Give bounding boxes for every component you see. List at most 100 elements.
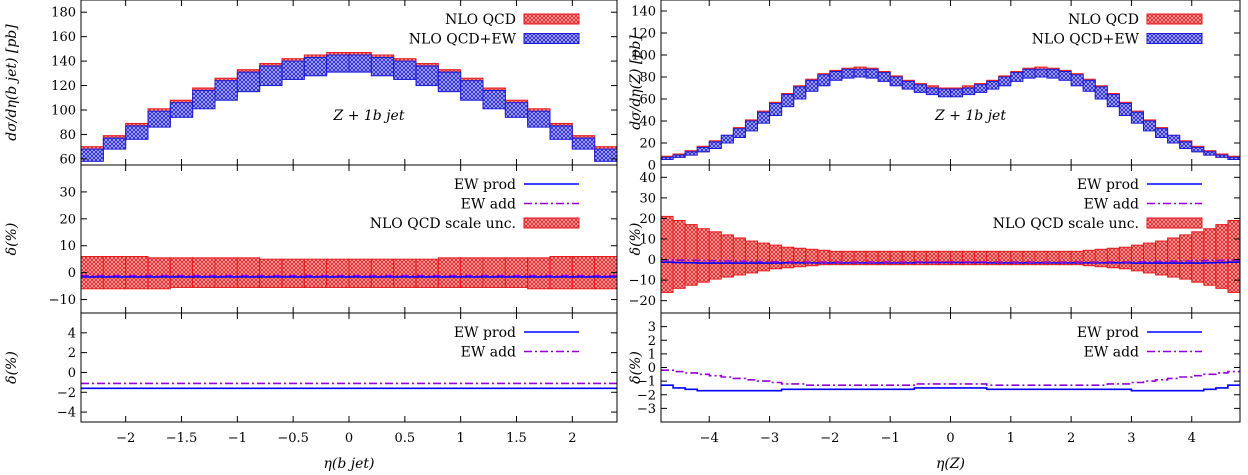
- band-bin: [1179, 234, 1193, 280]
- y-tick-label: 40: [639, 171, 656, 186]
- band-bin: [672, 220, 686, 289]
- band-bin: [303, 258, 328, 288]
- band-bin: [1118, 246, 1132, 270]
- band-bin: [1046, 68, 1060, 79]
- y-axis-label: dσ/dη(b jet) [pb]: [4, 24, 20, 141]
- band-bin: [744, 120, 758, 132]
- y-axis-label: δ(%): [4, 351, 20, 384]
- band-bin: [370, 258, 395, 288]
- y-tick-label: 20: [639, 137, 656, 152]
- band-bin: [393, 258, 417, 288]
- band-bin: [672, 154, 686, 158]
- series-ew-prod: [661, 384, 1240, 392]
- band-bin: [684, 151, 698, 156]
- y-tick-label: −2: [57, 386, 76, 401]
- band-bin: [1118, 102, 1132, 117]
- band-bin: [901, 80, 915, 90]
- band-bin: [1167, 237, 1181, 278]
- y-tick-label: 60: [639, 93, 656, 108]
- legend-label: NLO QCD: [445, 12, 516, 28]
- band-bin: [504, 257, 529, 288]
- series-nlo-qcd-scale-unc-: [81, 255, 617, 290]
- y-tick-label: 2: [68, 346, 76, 361]
- band-bin: [720, 134, 734, 144]
- y-tick-label: −10: [49, 293, 76, 308]
- band-bin: [1106, 247, 1120, 269]
- band-bin: [1155, 240, 1169, 276]
- x-tick-label: 1.5: [506, 431, 527, 446]
- y-tick-label: 0: [648, 159, 656, 174]
- band-bin: [1203, 151, 1217, 156]
- legend-label: NLO QCD scale unc.: [993, 216, 1139, 232]
- band-bin: [1215, 224, 1229, 289]
- band-bin: [393, 60, 417, 80]
- band-bin: [1143, 120, 1157, 132]
- x-tick-label: −2: [820, 431, 839, 446]
- legend-key: [523, 33, 580, 44]
- legend-label: EW add: [1084, 345, 1139, 361]
- band-bin: [793, 247, 807, 268]
- band-bin: [793, 86, 807, 100]
- x-tick-label: −0.5: [277, 431, 309, 446]
- band-bin: [1215, 154, 1229, 158]
- y-axis-label: dσ/dη(Z) [pb]: [628, 35, 644, 130]
- legend: NLO QCD NLO QCD+EW: [1032, 12, 1203, 48]
- band-bin: [661, 156, 674, 161]
- band-bin: [1179, 141, 1193, 149]
- y-tick-label: 120: [51, 79, 76, 94]
- x-tick-label: −1.5: [166, 431, 198, 446]
- band-bin: [1082, 79, 1096, 92]
- band-bin: [853, 68, 867, 78]
- panel-0: 0 20 40 60 80 100 120 140 dσ/dη(Z) [pb] Z + 1b je…: [628, 0, 1241, 174]
- band-bin: [571, 255, 596, 290]
- x-tick-label: 0.5: [394, 431, 415, 446]
- panel-frame: [660, 164, 1241, 314]
- panel-0: 60 80 100 120 140 160 180 dσ/dη(b jet) [pb] Z + …: [4, 0, 618, 167]
- band-bin: [937, 88, 951, 98]
- y-tick-label: 0: [68, 366, 76, 381]
- legend-label: EW prod: [1077, 325, 1139, 341]
- band-bin: [1094, 86, 1108, 100]
- band-bin: [326, 54, 350, 73]
- y-tick-label: −20: [629, 294, 656, 309]
- band-bin: [781, 246, 795, 269]
- y-tick-label: −1: [637, 375, 656, 390]
- legend-label: EW add: [461, 197, 516, 213]
- y-tick-label: 1: [648, 347, 656, 362]
- band-bin: [326, 258, 350, 288]
- band-bin: [1022, 68, 1036, 79]
- x-tick-label: 1: [1007, 431, 1015, 446]
- band-bin: [504, 102, 529, 118]
- band-bin: [460, 257, 484, 288]
- x-axis-label: η(b jet): [324, 456, 375, 472]
- band-bin: [125, 125, 149, 140]
- series-nlo-qcd-ew: [81, 54, 617, 162]
- y-tick-label: 0: [648, 361, 656, 376]
- panel-2: −4 −2 0 2 4 δ(%) EW prod EW add: [4, 312, 618, 423]
- y-axis-label: δ(%): [628, 351, 644, 384]
- band-bin: [482, 89, 506, 110]
- band-bin: [1191, 231, 1205, 283]
- panel-frame: [80, 0, 618, 166]
- band-bin: [769, 244, 783, 270]
- y-tick-label: 20: [639, 212, 656, 227]
- band-bin: [437, 257, 462, 288]
- y-tick-label: 10: [639, 233, 656, 248]
- band-bin: [769, 102, 783, 117]
- x-tick-label: −1: [881, 431, 900, 446]
- band-bin: [744, 240, 758, 274]
- band-bin: [962, 87, 976, 96]
- band-bin: [236, 71, 261, 93]
- band-bin: [974, 84, 988, 93]
- y-tick-label: −2: [637, 388, 656, 403]
- band-bin: [1191, 146, 1205, 153]
- band-bin: [303, 56, 328, 77]
- band-bin: [1058, 71, 1072, 81]
- y-tick-label: 30: [639, 191, 656, 206]
- y-tick-label: 180: [51, 6, 76, 21]
- plot-area: [81, 255, 617, 290]
- plot-area: [661, 369, 1240, 392]
- band-bin: [829, 71, 843, 81]
